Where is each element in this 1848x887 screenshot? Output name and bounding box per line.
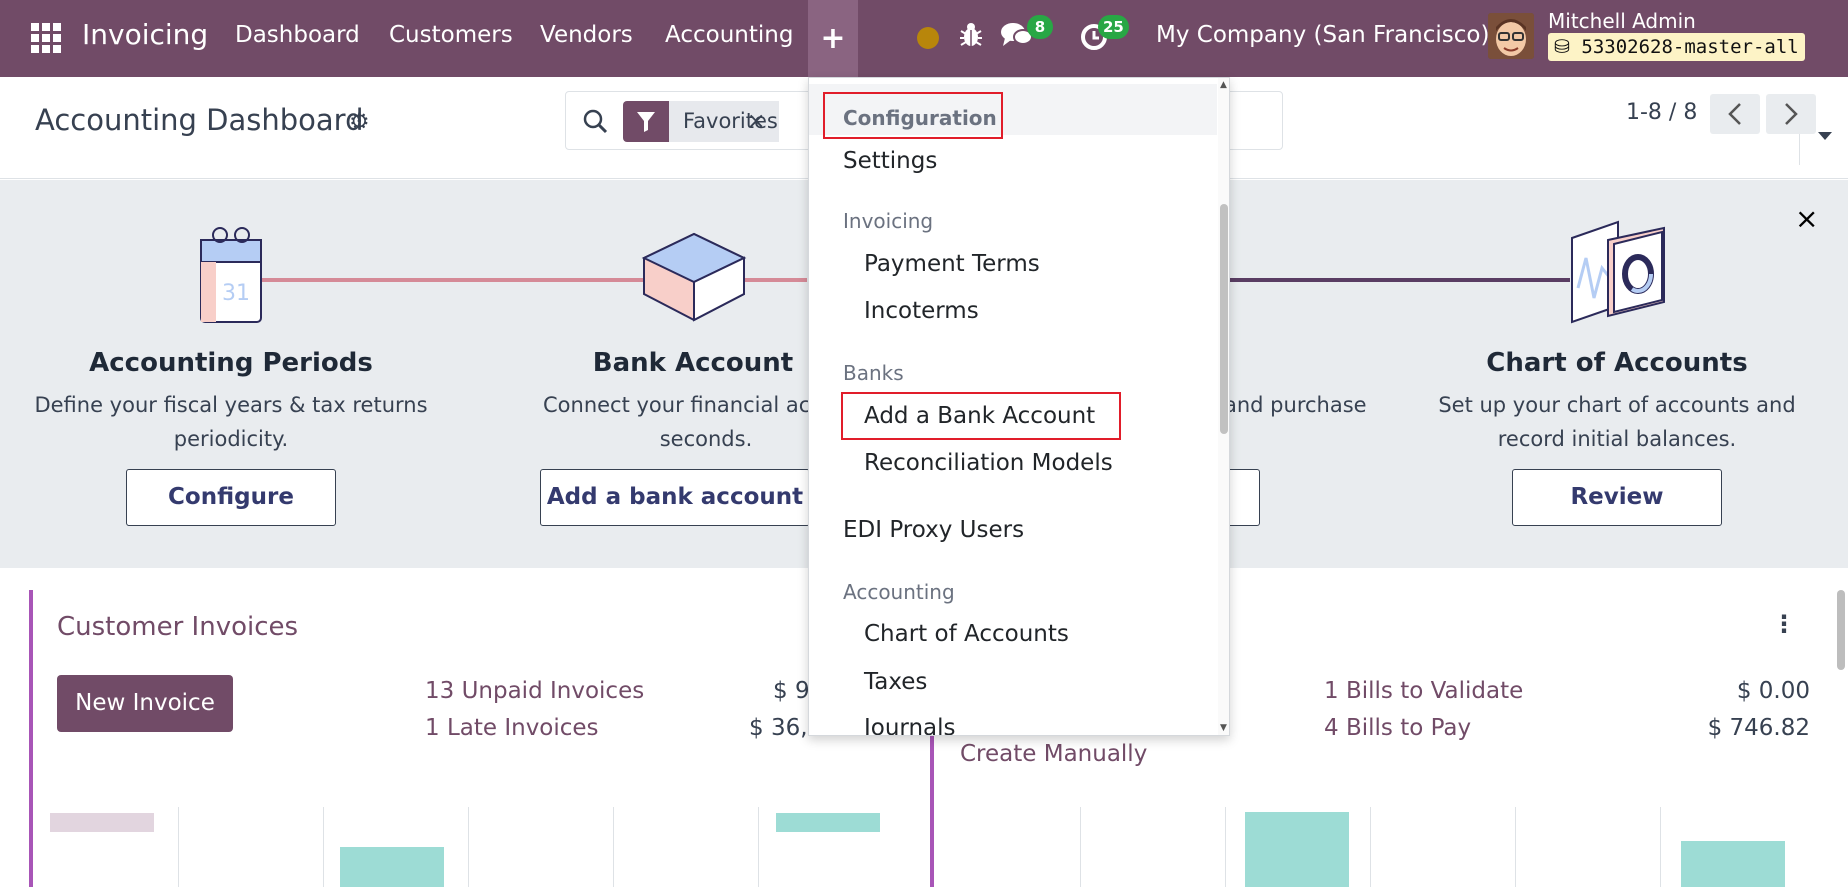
app-name[interactable]: Invoicing [82,18,209,51]
menu-item-edi-proxy-users[interactable]: EDI Proxy Users [843,517,1025,543]
menu-vendors[interactable]: Vendors [540,22,633,48]
bar[interactable] [50,813,154,832]
step-desc: and purchase [1224,393,1367,417]
new-invoice-button[interactable]: New Invoice [57,675,233,732]
puzzle-illustration [640,228,748,328]
section-header-accounting: Accounting [843,580,955,604]
company-switcher[interactable]: My Company (San Francisco) [1156,22,1490,48]
close-icon[interactable]: × [1795,202,1819,235]
user-name[interactable]: Mitchell Admin [1548,9,1696,33]
review-button[interactable]: Review [1512,469,1722,526]
menu-item-payment-terms[interactable]: Payment Terms [864,251,1040,277]
step-sales-purchase: and purchase [1124,180,1367,568]
add-bank-account-button[interactable]: Add a bank account [540,469,810,526]
dropdown-scrollbar-thumb[interactable] [1220,204,1228,434]
page-scrollbar-thumb[interactable] [1837,590,1845,670]
chat-icon[interactable] [1000,20,1034,50]
create-manually-link[interactable]: Create Manually [960,741,1148,767]
section-header-configuration: Configuration [843,106,997,130]
activities-badge: 25 [1098,15,1129,39]
kebab-icon[interactable]: ⋮ [1772,610,1796,638]
step-desc: Set up your chart of accounts and record… [1438,393,1796,451]
calendar-illustration: 31 [198,222,264,328]
section-header-banks: Banks [843,361,904,385]
menu-item-add-bank-account[interactable]: Add a Bank Account [864,403,1096,429]
filter-icon [623,101,669,142]
top-navbar: Invoicing Dashboard Customers Vendors Ac… [0,0,1848,77]
bar[interactable] [776,813,880,832]
step-title: Accounting Periods [89,348,373,378]
menu-item-chart-of-accounts[interactable]: Chart of Accounts [864,621,1069,647]
highlight-box [841,392,1121,440]
menu-item-reconciliation-models[interactable]: Reconciliation Models [864,450,1113,476]
customer-invoices-card: Customer Invoices New Invoice 13 Unpaid … [29,590,904,887]
section-header-invoicing: Invoicing [843,209,934,233]
bar[interactable] [1245,812,1349,887]
scroll-up-icon[interactable]: ▲ [1220,80,1227,90]
step-title: Chart of Accounts [1486,348,1748,378]
status-dot-icon[interactable] [917,27,939,49]
avatar[interactable] [1488,13,1534,59]
bills-to-pay-link[interactable]: 4 Bills to Pay [1324,715,1472,741]
facet-label: Favorites [683,109,778,133]
menu-item-incoterms[interactable]: Incoterms [864,298,979,324]
progress-line [262,278,807,282]
bug-icon[interactable] [958,21,984,55]
menu-item-journals[interactable]: Journals [864,715,956,736]
scroll-down-icon[interactable]: ▼ [1220,723,1227,733]
calendar-day: 31 [222,281,250,306]
menu-customers[interactable]: Customers [389,22,513,48]
caret-down-icon[interactable] [1799,106,1848,165]
database-name: 53302628-master-all [1581,36,1799,58]
step-chart-of-accounts: Chart of Accounts Set up your chart of a… [1386,180,1848,568]
step-title: Bank Account [592,348,794,378]
step-desc: Define your fiscal years & tax returns p… [34,393,428,451]
database-icon: ⛁ [1554,36,1570,58]
chevron-right-icon[interactable] [1766,94,1816,134]
bills-bar-graph[interactable] [934,807,1804,887]
chevron-left-icon[interactable] [1710,94,1760,134]
bills-to-pay-amount: $ 746.82 [1707,715,1810,741]
invoices-bar-graph[interactable] [44,807,904,887]
bar[interactable] [1681,841,1785,887]
favorites-facet: Favorites × [669,101,779,142]
plus-icon[interactable]: + [808,0,858,77]
bills-to-validate-amount: $ 0.00 [1736,678,1810,704]
pager-value[interactable]: 1-8 / 8 [1626,100,1698,125]
late-invoices-link[interactable]: 1 Late Invoices [425,715,599,741]
search-icon[interactable] [582,108,608,134]
menu-dashboard[interactable]: Dashboard [235,22,360,48]
unpaid-invoices-amount: $ 9 [773,678,810,704]
menu-item-taxes[interactable]: Taxes [864,669,928,695]
menu-item-settings[interactable]: Settings [843,148,938,174]
chart-illustration [1568,218,1668,332]
bar[interactable] [340,847,444,887]
step-button[interactable] [1224,469,1260,526]
bills-to-validate-link[interactable]: 1 Bills to Validate [1324,678,1524,704]
configure-button[interactable]: Configure [126,469,336,526]
step-bank-account: Bank Account Connect your financial acco… [462,180,924,568]
messages-badge: 8 [1027,15,1053,39]
page-title: Accounting Dashboard [35,103,364,137]
highlight-box [823,92,1003,139]
configuration-dropdown: Configuration Settings Invoicing Payment… [808,77,1230,736]
progress-line [1230,278,1570,282]
card-title[interactable]: Customer Invoices [57,612,299,642]
gear-icon[interactable]: ⚙ [349,109,370,135]
step-accounting-periods: 31 Accounting Periods Define your fiscal… [0,180,462,568]
facet-remove-icon[interactable]: × [747,109,766,134]
menu-accounting[interactable]: Accounting [665,22,794,48]
database-badge: ⛁ 53302628-master-all [1548,33,1805,61]
unpaid-invoices-link[interactable]: 13 Unpaid Invoices [425,678,645,704]
apps-icon[interactable] [31,23,61,53]
